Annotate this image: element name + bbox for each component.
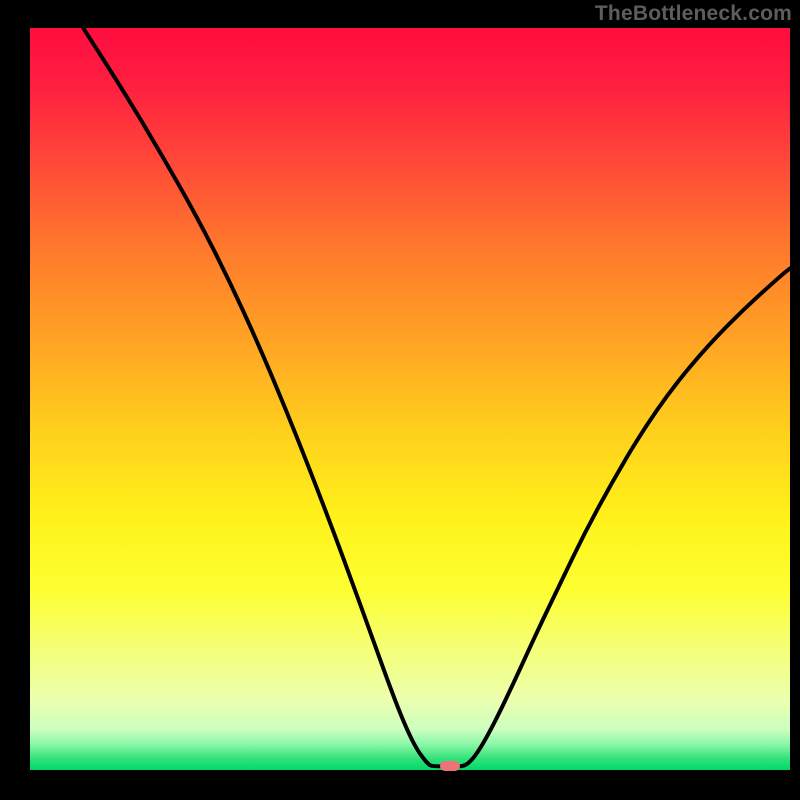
- optimum-marker: [440, 761, 460, 771]
- plot-background-gradient: [30, 28, 790, 770]
- watermark-text: TheBottleneck.com: [595, 2, 792, 26]
- plot-area: [30, 28, 790, 770]
- chart-frame: TheBottleneck.com: [0, 0, 800, 800]
